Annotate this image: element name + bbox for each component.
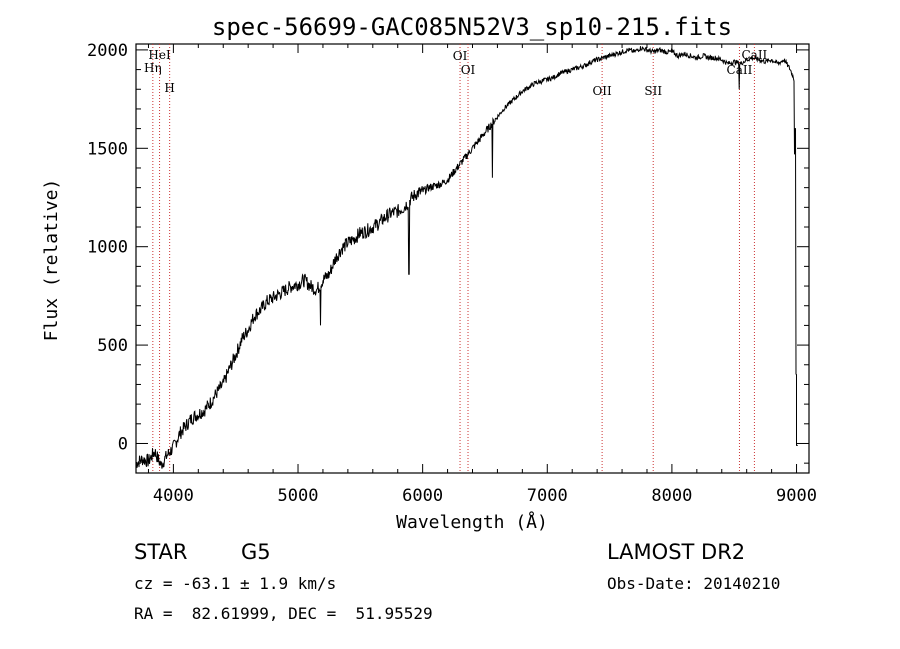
y-tick-label: 1000 (87, 238, 128, 258)
y-axis-ticks: 0 500 1000 1500 2000 (87, 41, 809, 464)
line-marker-label: OII (592, 84, 612, 98)
x-tick-label: 6000 (402, 486, 443, 506)
spectrum-line (135, 46, 798, 469)
spectrum-series (135, 46, 798, 469)
x-tick-label: 7000 (527, 486, 568, 506)
line-marker-label: H (164, 81, 174, 95)
y-tick-label: 0 (118, 434, 128, 454)
x-axis-label: Wavelength (Å) (396, 511, 548, 533)
redshift-velocity: cz = -63.1 ± 1.9 km/s (134, 574, 337, 593)
y-tick-label: 2000 (87, 41, 128, 61)
coordinates: RA = 82.61999, DEC = 51.95529 (134, 604, 433, 623)
object-subclass: G5 (241, 540, 271, 564)
observation-date: Obs-Date: 20140210 (607, 574, 781, 593)
chart-title: spec-56699-GAC085N52V3_sp10-215.fits (212, 13, 732, 41)
x-axis-ticks: 4000 5000 6000 7000 8000 9000 (147, 44, 817, 506)
line-marker-label: SII (644, 84, 662, 98)
x-tick-label: 4000 (153, 486, 194, 506)
survey-name: LAMOST DR2 (607, 540, 746, 564)
line-marker-label: HeI (148, 48, 171, 62)
y-tick-label: 1500 (87, 139, 128, 159)
x-tick-label: 8000 (651, 486, 692, 506)
line-marker-label: CaII (741, 48, 767, 62)
line-marker-label: Hη (144, 61, 162, 75)
y-tick-label: 500 (97, 336, 128, 356)
line-marker-label: OI (453, 49, 468, 63)
object-class: STAR (134, 540, 188, 564)
line-marker-label: OI (461, 63, 476, 77)
y-axis-label: Flux (relative) (41, 179, 62, 342)
x-tick-label: 9000 (776, 486, 817, 506)
plot-frame (135, 43, 810, 474)
x-tick-label: 5000 (278, 486, 319, 506)
